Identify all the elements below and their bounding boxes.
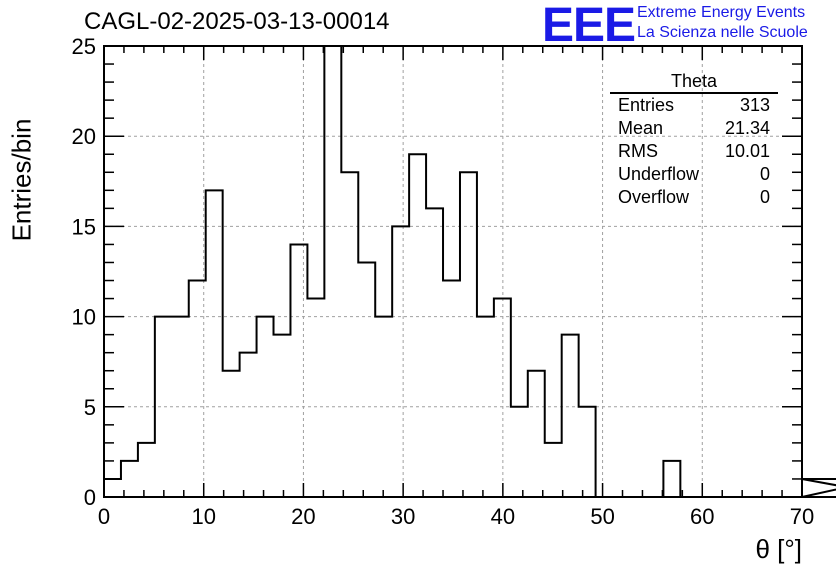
logo-caption-line-2: La Scienza nelle Scuole bbox=[637, 24, 808, 41]
stats-value: 0 bbox=[759, 187, 770, 207]
histogram-bin bbox=[240, 353, 257, 497]
histogram-bin bbox=[663, 461, 680, 497]
histogram-bin bbox=[341, 172, 358, 497]
logo-caption-line-1: Extreme Energy Events bbox=[637, 4, 806, 21]
histogram-bin bbox=[155, 317, 172, 497]
y-tick-label: 0 bbox=[84, 485, 96, 510]
y-axis-label: Entries/bin bbox=[6, 118, 37, 242]
histogram-bin bbox=[392, 226, 409, 497]
histogram-bin bbox=[307, 299, 324, 497]
stats-row: Overflow 0 bbox=[610, 186, 778, 209]
y-axis-label-box: Entries/bin bbox=[2, 110, 42, 250]
axis-ticks bbox=[103, 45, 803, 498]
logo-caption: Extreme Energy Events La Scienza nelle S… bbox=[637, 3, 808, 43]
histogram-bin bbox=[223, 371, 240, 497]
plot-frame bbox=[103, 45, 803, 498]
x-tick-label: 0 bbox=[98, 504, 110, 529]
y-tick-label: 10 bbox=[72, 305, 96, 330]
y-tick-label: 15 bbox=[72, 214, 96, 239]
stats-title: Theta bbox=[610, 70, 778, 94]
y-tick-label: 20 bbox=[72, 124, 96, 149]
stats-label: Entries bbox=[618, 95, 675, 115]
stats-label: Underflow bbox=[618, 164, 700, 184]
histogram-bin bbox=[511, 407, 528, 497]
stats-label: Overflow bbox=[618, 187, 690, 207]
histogram-bin bbox=[545, 443, 562, 497]
stats-row: Entries 313 bbox=[610, 94, 778, 117]
stats-value: 0 bbox=[759, 164, 770, 184]
stats-label: RMS bbox=[618, 141, 658, 161]
histogram-bin bbox=[172, 317, 189, 497]
histogram-bin bbox=[104, 479, 121, 497]
y-tick-label: 5 bbox=[84, 395, 96, 420]
histogram-bin bbox=[290, 244, 307, 497]
stats-label: Mean bbox=[618, 118, 664, 138]
x-axis-label: θ [°] bbox=[755, 534, 802, 564]
x-tick-label: 10 bbox=[191, 504, 215, 529]
stats-value: 10.01 bbox=[724, 141, 770, 161]
stats-row: Mean 21.34 bbox=[610, 117, 778, 140]
x-tick-label: 60 bbox=[690, 504, 714, 529]
histogram-bin bbox=[324, 46, 341, 497]
stats-row: Underflow 0 bbox=[610, 163, 778, 186]
histogram-bin bbox=[409, 154, 426, 497]
grid-lines bbox=[104, 46, 802, 497]
histogram-bin bbox=[460, 172, 477, 497]
x-tick-label: 20 bbox=[291, 504, 315, 529]
y-tick-label: 25 bbox=[72, 34, 96, 59]
stats-value: 313 bbox=[739, 95, 770, 115]
histogram-bin bbox=[562, 335, 579, 497]
histogram-bin bbox=[358, 262, 375, 497]
histogram-bin bbox=[189, 281, 206, 497]
x-tick-label: 50 bbox=[590, 504, 614, 529]
histogram-bin bbox=[579, 407, 596, 497]
stats-value: 21.34 bbox=[724, 118, 770, 138]
histogram-bin bbox=[443, 281, 460, 497]
histogram-bin bbox=[206, 190, 223, 497]
histogram-bin bbox=[257, 317, 274, 497]
histogram-bin bbox=[528, 371, 545, 497]
histogram-bin bbox=[426, 208, 443, 497]
eee-logo: EEE bbox=[542, 0, 636, 52]
x-tick-label: 40 bbox=[491, 504, 515, 529]
stats-row: RMS 10.01 bbox=[610, 140, 778, 163]
stats-box: Theta Entries 313 Mean 21.34 RMS 10.01 Unde… bbox=[610, 70, 778, 209]
histogram-bin bbox=[477, 317, 494, 497]
chart-title: CAGL-02-2025-03-13-00014 bbox=[84, 8, 390, 35]
x-tick-label: 70 bbox=[790, 504, 814, 529]
x-tick-label: 30 bbox=[391, 504, 415, 529]
tick-labels: 0 10 20 30 40 50 60 70 0 5 10 15 20 25 bbox=[72, 34, 815, 529]
histogram-bin bbox=[375, 317, 392, 497]
histogram-bin bbox=[138, 443, 155, 497]
histogram-bin bbox=[274, 335, 291, 497]
